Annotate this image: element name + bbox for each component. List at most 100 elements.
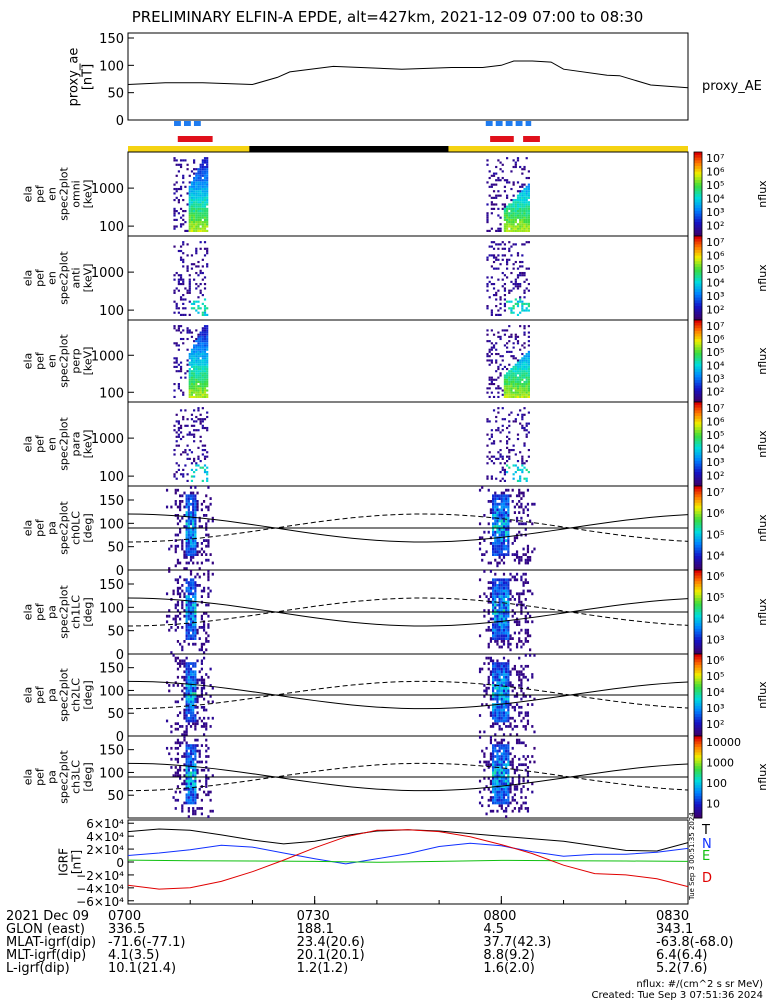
- colorbar-segment: [694, 793, 702, 797]
- spectrogram-cell: [525, 192, 528, 195]
- spectrogram-cell: [174, 700, 177, 704]
- spectrogram-cell: [494, 530, 497, 534]
- spectrogram-cell: [192, 771, 195, 775]
- spectrogram-cell: [203, 325, 207, 328]
- spectrogram-cell: [201, 372, 204, 375]
- spectrogram-cell: [189, 533, 193, 537]
- spectrogram-cell: [515, 801, 519, 805]
- spectrogram-cell: [505, 553, 508, 556]
- spectrogram-cell: [525, 157, 528, 160]
- spectrogram-cell: [506, 221, 509, 224]
- spectrogram-cell: [523, 168, 526, 171]
- spectrogram-cell: [189, 757, 193, 761]
- spectrogram-cell: [189, 667, 193, 671]
- spectrogram-cell: [507, 659, 510, 663]
- spectrogram-cell: [198, 670, 201, 674]
- spectrogram-cell: [176, 614, 180, 618]
- colorbar: [694, 236, 702, 321]
- spectrogram-cell: [505, 815, 508, 818]
- spectrogram-cell: [195, 225, 198, 228]
- spectrogram-cell: [487, 522, 490, 526]
- spectrogram-cell: [205, 708, 208, 712]
- spectrogram-cell: [186, 473, 189, 476]
- spectrogram-cell: [516, 300, 520, 303]
- spectrogram-cell: [499, 168, 502, 171]
- spectrogram-cell: [201, 265, 204, 268]
- spectrogram-cell: [503, 462, 507, 465]
- spectrogram-cells: [173, 325, 530, 398]
- spectrogram-cell: [507, 539, 510, 542]
- spectrogram-cell: [194, 592, 197, 596]
- spectrogram-cell: [188, 457, 191, 460]
- spectrogram-cell: [189, 556, 193, 559]
- spectrogram-cell: [194, 812, 197, 816]
- spectrogram-cell: [185, 556, 188, 559]
- spectrogram-cell: [514, 389, 517, 392]
- footer-value: 188.1: [296, 922, 334, 937]
- spectrogram-cell: [490, 196, 493, 199]
- spectrogram-cell: [187, 703, 190, 706]
- spectrogram-cell: [187, 684, 190, 687]
- spectrogram-cell: [510, 378, 513, 381]
- colorbar-segment: [694, 278, 702, 282]
- spectrogram-cell: [190, 331, 194, 334]
- spectrogram-cell: [525, 383, 528, 386]
- spectrogram-cell: [199, 440, 202, 443]
- spectrogram-cell: [193, 471, 196, 474]
- spectrogram-cell: [194, 511, 197, 514]
- spectrogram-cell: [505, 522, 508, 526]
- spectrogram-cell: [187, 628, 190, 632]
- spectrogram-cell: [524, 572, 527, 576]
- spectrogram-cell: [489, 711, 493, 715]
- spectrogram-cell: [500, 494, 503, 498]
- spectrogram-cell: [498, 634, 501, 638]
- spectrogram-cell: [185, 637, 188, 640]
- spectrogram-cell: [507, 584, 510, 587]
- spectrogram-cell: [203, 357, 207, 360]
- spectrogram-cell: [206, 198, 209, 202]
- spectrogram-cell: [498, 708, 501, 712]
- spectrogram-cell: [197, 170, 200, 173]
- spectrogram-cell: [179, 424, 183, 427]
- spectrogram-cell: [496, 640, 499, 643]
- spectrogram-cell: [200, 695, 203, 698]
- spectrogram-cell: [192, 689, 195, 693]
- spectrogram-cell: [195, 179, 198, 182]
- spectrogram-cell: [518, 807, 521, 810]
- spectrogram-cell: [507, 634, 510, 638]
- colorbar-segment: [694, 404, 702, 409]
- spectrogram-cell: [531, 675, 534, 679]
- igrf-tick-label: −6×10⁴: [76, 895, 124, 909]
- spectrogram-cell: [206, 174, 209, 177]
- spectrogram-cell: [206, 331, 209, 334]
- spectrogram-cell: [494, 505, 497, 509]
- spectrogram-cell: [188, 433, 191, 436]
- colorbar-label-text: nflux: [756, 681, 769, 709]
- spectrogram-cell: [197, 311, 200, 314]
- spectrogram-cell: [519, 383, 522, 386]
- spectrogram-cell: [506, 446, 509, 449]
- spectrogram-cell: [503, 302, 507, 305]
- spectrogram-cell: [203, 218, 207, 221]
- spectrogram-cell: [525, 187, 528, 191]
- spectrogram-cell: [192, 586, 195, 590]
- spectrogram-cell: [511, 667, 514, 671]
- proxy-ae-frame: [127, 32, 689, 121]
- spectrogram-cell: [503, 393, 507, 396]
- colorbar-segment: [694, 460, 702, 465]
- spectrogram-cell: [527, 185, 530, 188]
- spectrogram-cell: [201, 271, 204, 275]
- spectrogram-cell: [195, 187, 198, 191]
- spectrogram-tick-label: 1000: [91, 182, 124, 197]
- spectrogram-cell: [521, 192, 524, 195]
- spectrogram-cell: [505, 807, 508, 810]
- spectrogram-cell: [522, 763, 525, 767]
- spectrogram-cell: [488, 229, 491, 232]
- spectrogram-cell: [508, 340, 511, 343]
- spectrogram-cell: [502, 528, 506, 531]
- spectrogram-cell: [173, 225, 176, 228]
- spectrogram-cell: [495, 243, 498, 246]
- spectrogram-cell: [502, 749, 506, 753]
- spectrogram-cell: [508, 363, 511, 366]
- spectrogram-cell: [199, 372, 202, 375]
